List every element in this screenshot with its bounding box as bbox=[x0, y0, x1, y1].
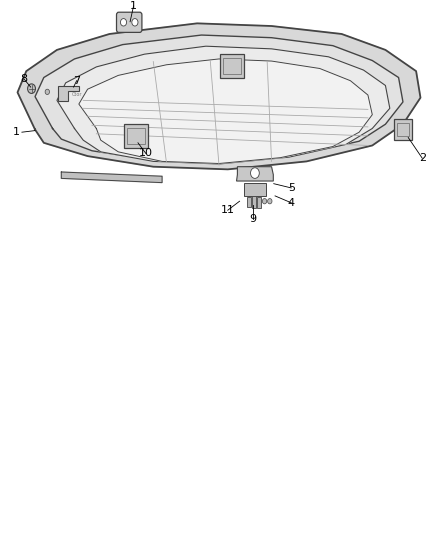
Polygon shape bbox=[18, 23, 420, 169]
Polygon shape bbox=[394, 119, 412, 140]
Circle shape bbox=[45, 89, 49, 94]
Text: 2: 2 bbox=[419, 153, 426, 163]
Polygon shape bbox=[79, 59, 372, 164]
Text: Ctor: Ctor bbox=[72, 92, 82, 97]
Circle shape bbox=[132, 19, 138, 26]
Text: 10: 10 bbox=[139, 148, 153, 158]
FancyBboxPatch shape bbox=[117, 12, 142, 33]
Text: 4: 4 bbox=[288, 198, 295, 208]
Circle shape bbox=[251, 168, 259, 179]
Text: 11: 11 bbox=[221, 205, 235, 215]
Text: 7: 7 bbox=[73, 76, 80, 86]
Polygon shape bbox=[124, 124, 148, 148]
Text: 5: 5 bbox=[288, 183, 295, 193]
Text: 1: 1 bbox=[130, 1, 137, 11]
Polygon shape bbox=[58, 86, 79, 101]
Text: 1: 1 bbox=[13, 127, 20, 137]
Circle shape bbox=[120, 19, 127, 26]
Polygon shape bbox=[35, 35, 403, 163]
Circle shape bbox=[268, 199, 272, 204]
Polygon shape bbox=[220, 54, 244, 78]
Polygon shape bbox=[252, 197, 256, 208]
Circle shape bbox=[262, 199, 267, 204]
Polygon shape bbox=[257, 197, 261, 207]
Polygon shape bbox=[237, 167, 273, 181]
Polygon shape bbox=[247, 198, 251, 207]
Text: 9: 9 bbox=[250, 214, 257, 224]
Text: 8: 8 bbox=[21, 74, 28, 84]
Polygon shape bbox=[57, 46, 390, 164]
Polygon shape bbox=[61, 172, 162, 183]
Polygon shape bbox=[244, 183, 266, 196]
Circle shape bbox=[28, 84, 35, 93]
